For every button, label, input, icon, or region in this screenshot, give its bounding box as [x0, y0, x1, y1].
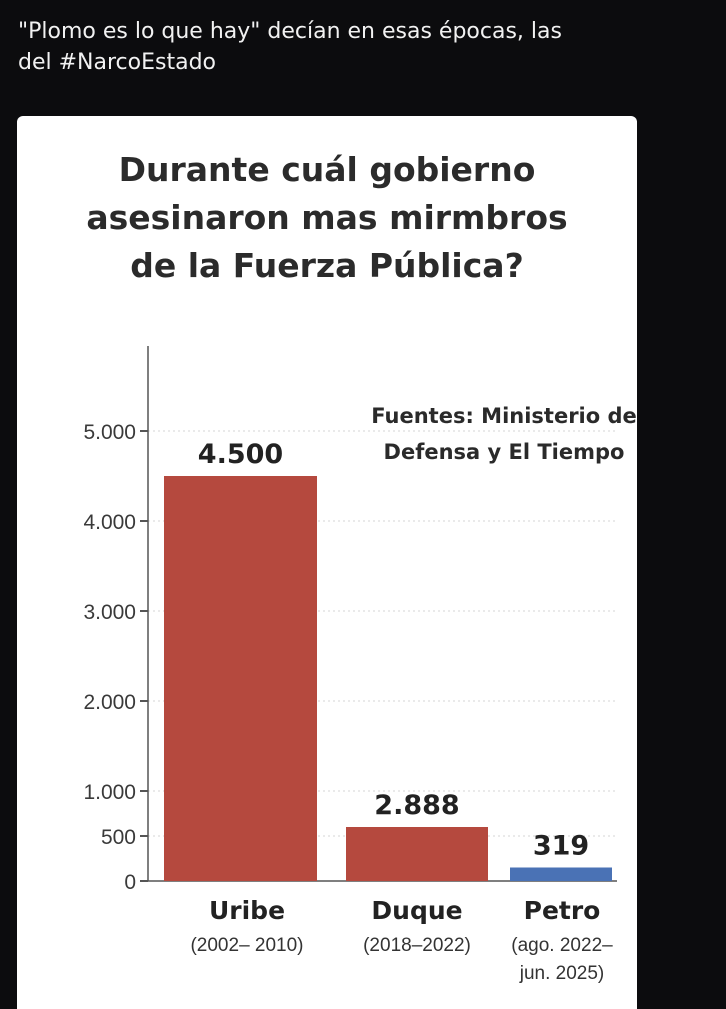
y-tick-label: 1.000 [83, 781, 136, 804]
chart-title-line: Durante cuál gobierno [118, 150, 536, 189]
bar-chart: 0 500 1.000 2.000 3.000 4.000 5.000 4.500 Uribe (… [83, 346, 637, 984]
post-text-line: del #NarcoEstado [18, 50, 216, 75]
chart-title: Durante cuál gobierno asesinaron mas mir… [17, 146, 637, 290]
y-tick-label: 4.000 [83, 511, 136, 534]
bar [346, 827, 488, 881]
x-category-label: Petro [524, 896, 601, 925]
x-category-sublabel: jun. 2025) [519, 963, 605, 984]
x-category-sublabel: (2018–2022) [363, 935, 471, 956]
data-label: 2.888 [374, 790, 459, 821]
chart-title-line: asesinaron mas mirmbros [86, 198, 568, 237]
chart-title-line: de la Fuerza Pública? [130, 246, 524, 285]
y-tick-label: 0 [124, 871, 136, 894]
post-text: "Plomo es lo que hay" decían en esas épo… [18, 16, 708, 78]
data-label: 319 [533, 831, 589, 862]
x-category-label: Uribe [209, 896, 285, 925]
source-annotation: Fuentes: Ministerio de [371, 404, 637, 428]
x-category-sublabel: (2002– 2010) [190, 935, 303, 956]
y-tick-label: 5.000 [83, 421, 136, 444]
bar [164, 476, 317, 881]
y-tick-label: 2.000 [83, 691, 136, 714]
source-annotation: Defensa y El Tiempo [384, 440, 625, 464]
x-category-sublabel: (ago. 2022– [511, 935, 613, 956]
post-text-line: "Plomo es lo que hay" decían en esas épo… [18, 19, 562, 44]
x-category-label: Duque [371, 896, 462, 925]
bar [510, 867, 612, 881]
data-label: 4.500 [198, 439, 283, 470]
y-tick-label: 3.000 [83, 601, 136, 624]
y-tick-label: 500 [101, 826, 136, 849]
chart-card: Durante cuál gobierno asesinaron mas mir… [17, 116, 637, 1009]
